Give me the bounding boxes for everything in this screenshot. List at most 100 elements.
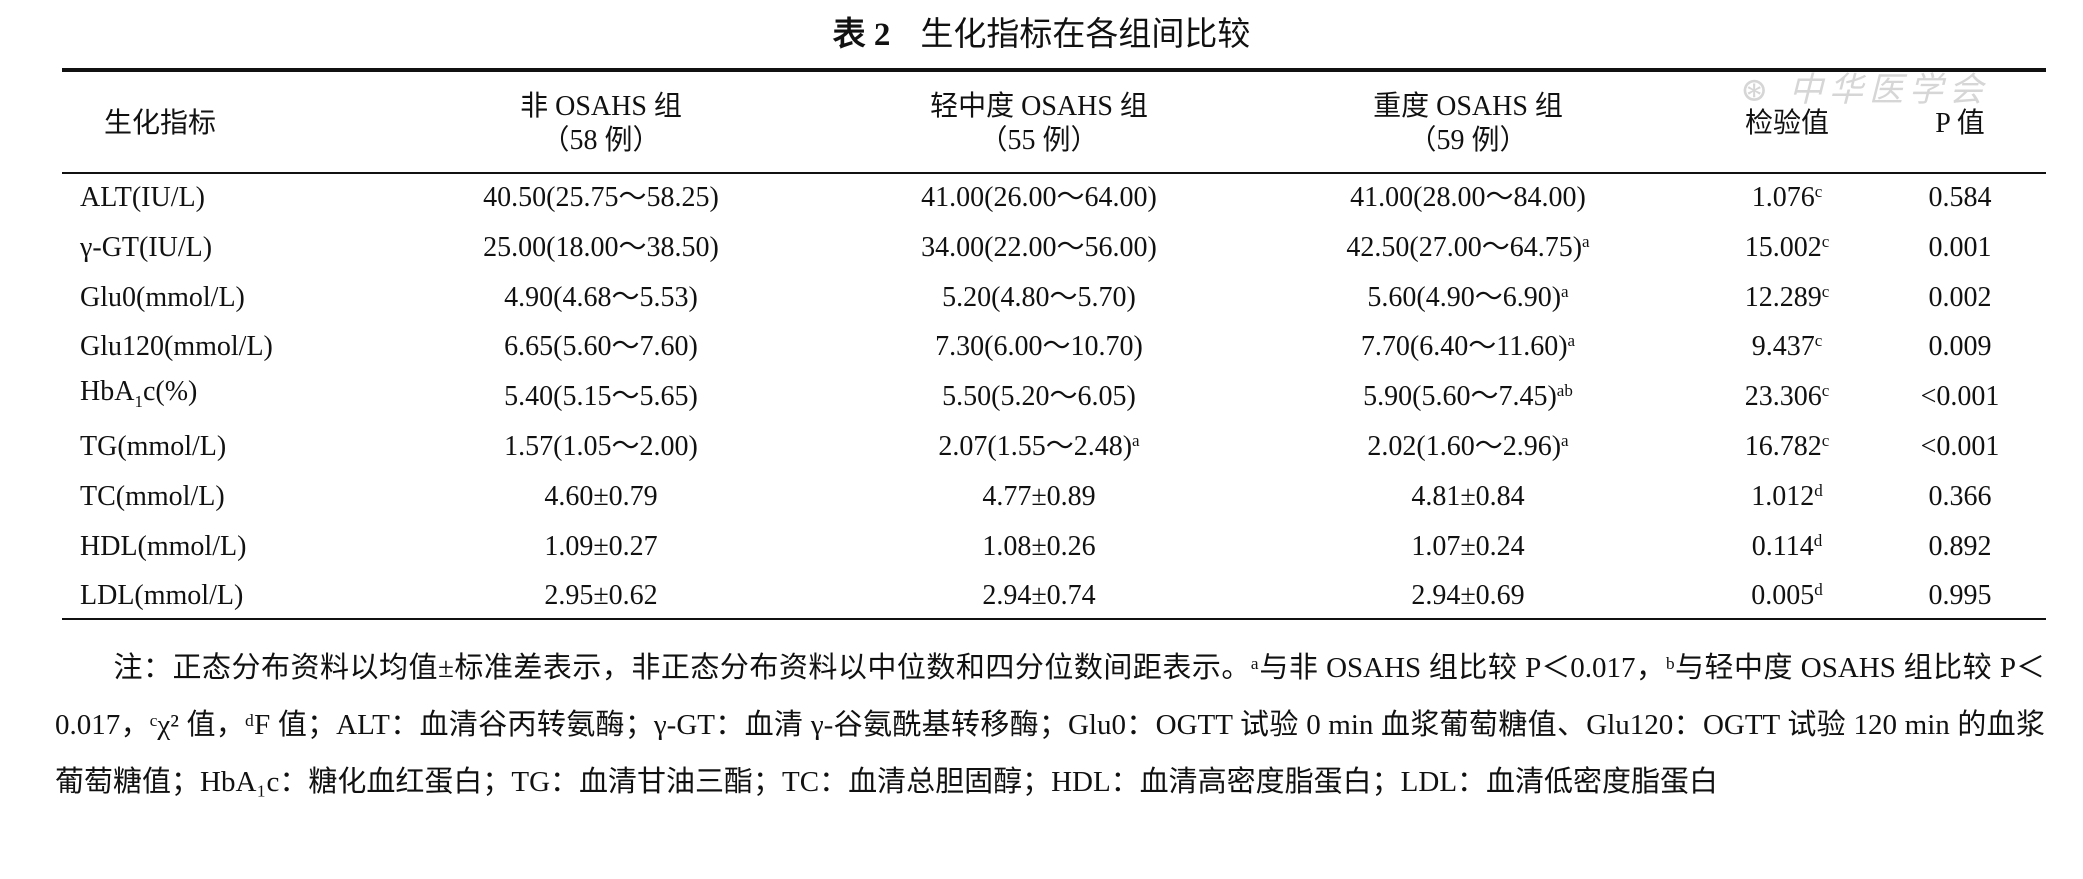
- test-value: 0.005d: [1751, 579, 1823, 613]
- group-value: 2.07(1.55～2.48)a: [938, 430, 1139, 464]
- group-value: 6.65(5.60～7.60): [504, 330, 698, 364]
- group-value: 2.95±0.62: [544, 579, 657, 613]
- superscript: c: [1821, 231, 1830, 251]
- group-value: 2.94±0.74: [982, 579, 1095, 613]
- value-text: 4.81±0.84: [1411, 480, 1525, 512]
- group-value: 42.50(27.00～64.75)a: [1346, 231, 1589, 265]
- header-line: （59 例）: [1408, 125, 1528, 156]
- group-value: 1.09±0.27: [544, 530, 657, 564]
- group-value: 5.90(5.60～7.45)ab: [1363, 380, 1573, 414]
- value-text: 5.90(5.60～7.45): [1363, 381, 1557, 413]
- row-label: ALT(IU/L): [80, 182, 205, 213]
- header-line: P 值: [1935, 108, 1985, 139]
- p-value: 0.584: [1928, 182, 1992, 213]
- group-value: 1.07±0.24: [1411, 530, 1524, 564]
- p-value: <0.001: [1920, 431, 2000, 462]
- value-text: 7.70(6.40～11.60): [1360, 331, 1568, 363]
- superscript: ab: [1556, 381, 1573, 401]
- value-text: 41.00(26.00～64.00): [921, 182, 1157, 213]
- group-value: 2.02(1.60～2.96)a: [1367, 430, 1568, 464]
- header-line: 生化指标: [103, 108, 217, 139]
- group-value: 41.00(26.00～64.00): [921, 181, 1157, 215]
- value-text: 25.00(18.00～38.50): [483, 231, 719, 263]
- value-text: 1.076: [1751, 182, 1815, 213]
- column-header: 非 OSAHS 组（58 例）: [520, 90, 682, 158]
- superscript: d: [1814, 480, 1823, 500]
- table-title: 表 2 生化指标在各组间比较: [0, 10, 2083, 60]
- value-text: 42.50(27.00～64.75): [1346, 231, 1583, 263]
- value-text: 4.90(4.68～5.53): [504, 281, 698, 313]
- group-value: 5.50(5.20～6.05): [942, 380, 1136, 414]
- top-rule: [62, 68, 2046, 72]
- value-text: 5.20(4.80～5.70): [942, 281, 1136, 313]
- group-value: 5.60(4.90～6.90)a: [1367, 281, 1568, 315]
- value-text: 5.50(5.20～6.05): [942, 381, 1136, 413]
- header-rule: [62, 172, 2046, 174]
- superscript: c: [1821, 381, 1830, 401]
- superscript: a: [1567, 331, 1576, 351]
- value-text: 2.02(1.60～2.96): [1367, 431, 1562, 462]
- value-text: 2.07(1.55～2.48): [938, 431, 1133, 462]
- test-value: 0.114d: [1752, 530, 1822, 564]
- group-value: 5.40(5.15～5.65): [504, 380, 698, 414]
- group-value: 2.94±0.69: [1411, 579, 1524, 613]
- value-text: 2.94±0.74: [982, 580, 1096, 612]
- header-line: 重度 OSAHS 组: [1373, 91, 1563, 122]
- column-header: 检验值: [1745, 107, 1829, 141]
- group-value: 1.08±0.26: [982, 530, 1095, 564]
- test-value: 12.289c: [1745, 281, 1830, 315]
- test-value: 1.012d: [1751, 480, 1823, 514]
- p-value: <0.001: [1920, 381, 2000, 413]
- p-value: 0.009: [1928, 331, 1992, 363]
- group-value: 40.50(25.75～58.25): [483, 181, 719, 215]
- group-value: 4.77±0.89: [982, 480, 1095, 514]
- group-value: 4.81±0.84: [1411, 480, 1524, 514]
- group-value: 1.57(1.05～2.00): [504, 430, 698, 464]
- value-text: 2.94±0.69: [1411, 580, 1525, 612]
- superscript: a: [1132, 431, 1140, 450]
- row-label: Glu120(mmol/L): [80, 331, 273, 363]
- value-text: 34.00(22.00～56.00): [921, 231, 1157, 263]
- row-label: HDL(mmol/L): [80, 530, 247, 562]
- row-label: HbA1c(%): [80, 376, 198, 411]
- p-value: 0.995: [1928, 580, 1992, 612]
- header-line: 检验值: [1744, 108, 1830, 139]
- value-text: 4.77±0.89: [982, 480, 1096, 512]
- group-value: 4.90(4.68～5.53): [504, 281, 698, 315]
- column-header: 轻中度 OSAHS 组（55 例）: [930, 90, 1148, 158]
- value-text: 1.09±0.27: [544, 530, 658, 562]
- test-value: 23.306c: [1745, 380, 1830, 414]
- value-text: 9.437: [1751, 331, 1815, 363]
- superscript: c: [1821, 281, 1830, 301]
- value-text: 7.30(6.00～10.70): [935, 331, 1143, 363]
- value-text: 0.005: [1751, 580, 1815, 612]
- header-line: （58 例）: [541, 125, 661, 156]
- superscript: d: [1813, 530, 1823, 550]
- value-text: 41.00(28.00～84.00): [1350, 182, 1586, 213]
- bottom-rule: [62, 618, 2046, 620]
- group-value: 25.00(18.00～38.50): [483, 231, 719, 265]
- column-header: P 值: [1935, 107, 1985, 141]
- superscript: d: [1814, 580, 1823, 600]
- value-text: 1.07±0.24: [1411, 530, 1525, 562]
- value-text: 4.60±0.79: [544, 480, 658, 512]
- superscript: c: [1821, 431, 1830, 450]
- value-text: 6.65(5.60～7.60): [504, 331, 698, 363]
- superscript: c: [1814, 182, 1823, 201]
- column-header: 重度 OSAHS 组（59 例）: [1373, 90, 1563, 158]
- value-text: 5.60(4.90～6.90): [1367, 281, 1562, 313]
- p-value: 0.002: [1928, 281, 1992, 313]
- value-text: 1.012: [1751, 480, 1815, 512]
- group-value: 7.30(6.00～10.70): [935, 330, 1143, 364]
- value-text: 1.08±0.26: [982, 530, 1096, 562]
- table-caption: 生化指标在各组间比较: [920, 17, 1251, 53]
- test-value: 9.437c: [1752, 330, 1823, 364]
- value-text: 16.782: [1744, 431, 1822, 462]
- row-label: Glu0(mmol/L): [80, 281, 245, 313]
- note-text: 注：正态分布资料以均值±标准差表示，非正态分布资料以中位数和四分位数间距表示。ᵃ…: [55, 652, 2045, 798]
- header-line: （55 例）: [979, 125, 1099, 156]
- group-value: 7.70(6.40～11.60)a: [1361, 330, 1575, 364]
- value-text: 2.95±0.62: [544, 580, 658, 612]
- test-value: 16.782c: [1745, 430, 1830, 464]
- table-number: 表 2: [832, 17, 891, 53]
